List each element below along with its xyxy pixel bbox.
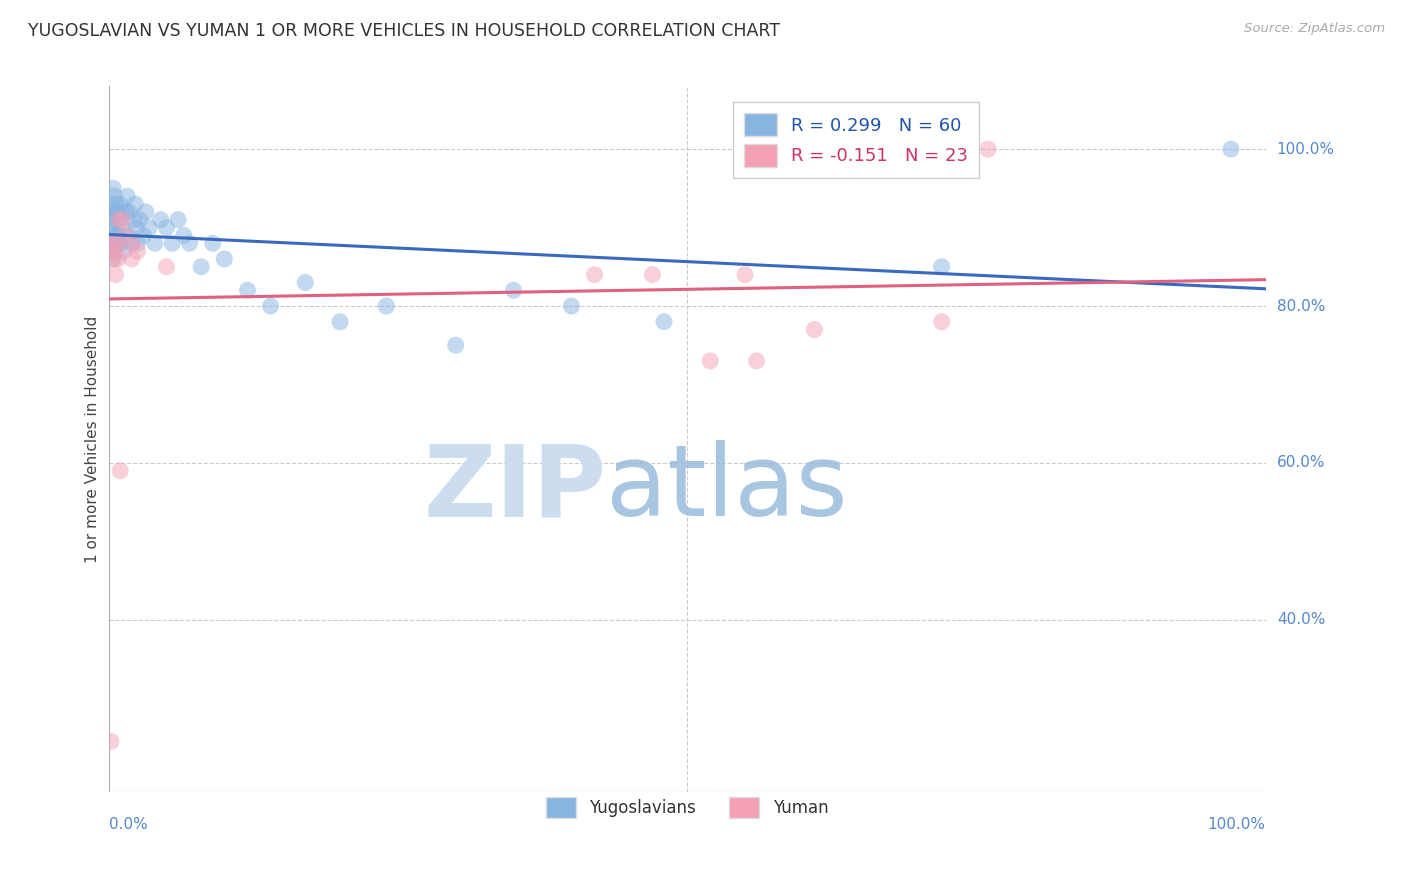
Point — [179, 236, 201, 251]
Point — [103, 252, 125, 266]
Point — [104, 236, 127, 251]
Point — [105, 205, 128, 219]
Point — [103, 236, 125, 251]
Point — [110, 205, 132, 219]
Point — [583, 268, 606, 282]
Point — [108, 212, 131, 227]
Point — [103, 181, 125, 195]
Point — [173, 228, 195, 243]
Text: 100.0%: 100.0% — [1277, 142, 1334, 157]
Point — [98, 236, 121, 251]
Point — [214, 252, 236, 266]
Point — [803, 322, 825, 336]
Point — [104, 268, 127, 282]
Point — [101, 252, 124, 266]
Point — [745, 354, 768, 368]
Point — [155, 260, 177, 274]
Point — [135, 205, 157, 219]
Point — [103, 212, 125, 227]
Point — [236, 283, 259, 297]
Point — [329, 315, 352, 329]
Point — [190, 260, 212, 274]
Text: atlas: atlas — [606, 441, 848, 537]
Text: 100.0%: 100.0% — [1208, 817, 1265, 832]
Point — [112, 244, 135, 259]
Point — [699, 354, 721, 368]
Point — [100, 197, 122, 211]
Point — [143, 236, 166, 251]
Point — [103, 228, 125, 243]
Point — [115, 228, 138, 243]
Point — [641, 268, 664, 282]
Point — [108, 212, 131, 227]
Text: Source: ZipAtlas.com: Source: ZipAtlas.com — [1244, 22, 1385, 36]
Legend: Yugoslavians, Yuman: Yugoslavians, Yuman — [537, 789, 837, 826]
Point — [121, 252, 143, 266]
Point — [115, 189, 138, 203]
Point — [105, 228, 128, 243]
Point — [103, 236, 125, 251]
Point — [155, 220, 177, 235]
Point — [931, 315, 953, 329]
Point — [111, 212, 134, 227]
Point — [103, 205, 125, 219]
Point — [121, 236, 143, 251]
Point — [125, 220, 148, 235]
Point — [149, 212, 172, 227]
Point — [107, 252, 129, 266]
Point — [1219, 142, 1241, 156]
Point — [103, 189, 125, 203]
Point — [127, 236, 149, 251]
Point — [977, 142, 1000, 156]
Point — [108, 236, 131, 251]
Point — [167, 212, 190, 227]
Text: 60.0%: 60.0% — [1277, 456, 1326, 470]
Point — [124, 197, 146, 211]
Y-axis label: 1 or more Vehicles in Household: 1 or more Vehicles in Household — [86, 316, 100, 563]
Point — [108, 197, 131, 211]
Text: YUGOSLAVIAN VS YUMAN 1 OR MORE VEHICLES IN HOUSEHOLD CORRELATION CHART: YUGOSLAVIAN VS YUMAN 1 OR MORE VEHICLES … — [28, 22, 780, 40]
Point — [118, 205, 141, 219]
Point — [132, 228, 155, 243]
Point — [121, 236, 143, 251]
Point — [259, 299, 281, 313]
Point — [122, 212, 145, 227]
Point — [375, 299, 398, 313]
Point — [104, 212, 127, 227]
Text: 80.0%: 80.0% — [1277, 299, 1324, 313]
Text: 40.0%: 40.0% — [1277, 612, 1324, 627]
Point — [127, 244, 149, 259]
Point — [560, 299, 582, 313]
Point — [734, 268, 756, 282]
Point — [111, 220, 134, 235]
Point — [108, 464, 131, 478]
Point — [100, 244, 122, 259]
Point — [107, 228, 129, 243]
Point — [138, 220, 160, 235]
Point — [128, 212, 150, 227]
Point — [162, 236, 184, 251]
Text: ZIP: ZIP — [423, 441, 606, 537]
Text: 0.0%: 0.0% — [108, 817, 148, 832]
Point — [103, 236, 125, 251]
Point — [101, 228, 124, 243]
Point — [115, 205, 138, 219]
Point — [444, 338, 467, 352]
Point — [101, 212, 124, 227]
Point — [104, 197, 127, 211]
Point — [100, 734, 122, 748]
Point — [107, 205, 129, 219]
Point — [105, 244, 128, 259]
Point — [502, 283, 524, 297]
Point — [103, 244, 125, 259]
Point — [931, 260, 953, 274]
Point — [652, 315, 675, 329]
Point — [294, 276, 316, 290]
Point — [117, 228, 139, 243]
Point — [201, 236, 224, 251]
